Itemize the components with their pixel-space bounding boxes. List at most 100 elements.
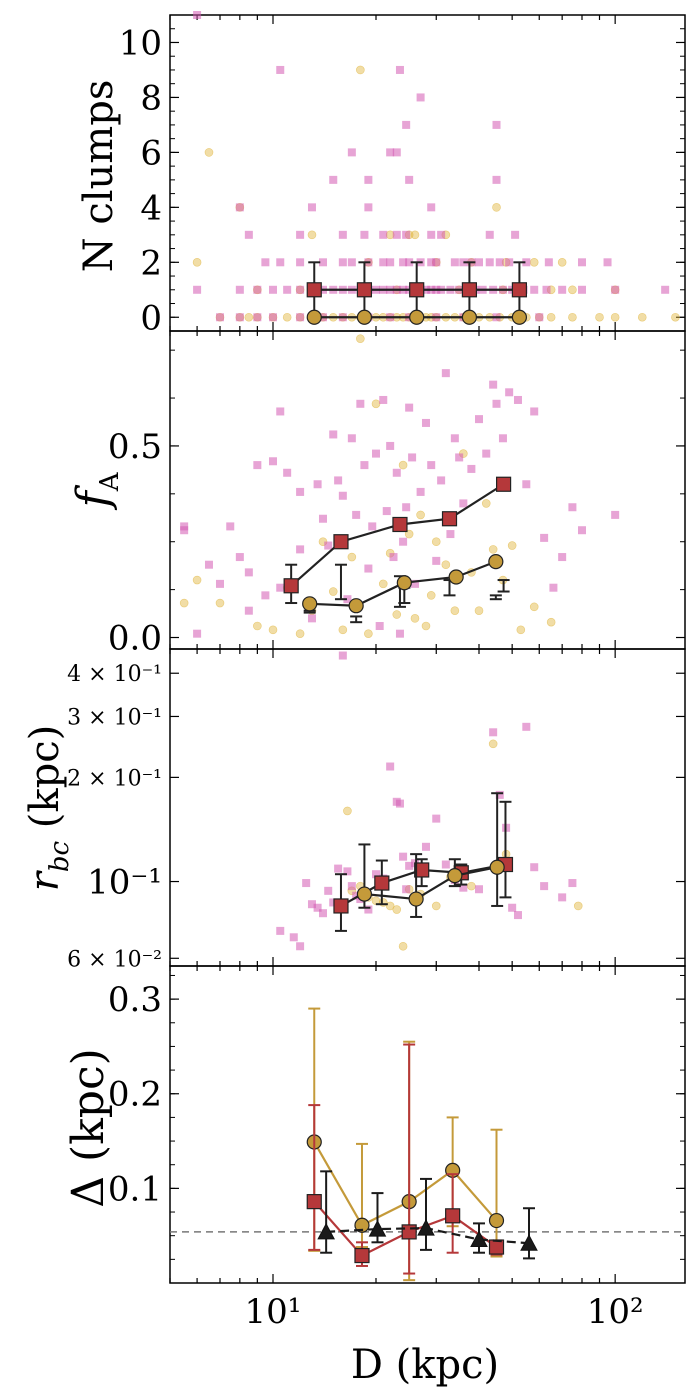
marker-circle [488, 554, 504, 570]
scatter-point-pink [296, 230, 305, 239]
marker-square [283, 578, 299, 594]
scatter-point-pink [568, 879, 577, 888]
marker-triangle [368, 1220, 387, 1237]
xlabel: D (kpc) [351, 1342, 499, 1388]
scatter-point-gold [364, 629, 373, 638]
scatter-point-pink [399, 537, 408, 546]
scatter-point-pink [296, 313, 305, 322]
scatter-point-pink [611, 285, 620, 294]
panel-frame [169, 14, 686, 332]
scatter-point-pink [364, 564, 373, 573]
ylabel-delta: Δ (kpc) [63, 1048, 114, 1208]
marker-square [333, 898, 349, 914]
marker-square [374, 875, 390, 891]
scatter-point-pink [364, 203, 373, 212]
scatter-point-pink [343, 867, 352, 876]
scatter-point-gold [595, 312, 604, 322]
scatter-point-pink [313, 903, 322, 912]
scatter-point-gold [398, 941, 408, 951]
scatter-point-pink [402, 503, 411, 512]
scatter-point-pink [338, 491, 347, 500]
scatter-point-gold [441, 560, 451, 570]
scatter-point-pink [498, 434, 507, 443]
marker-triangle [417, 1219, 435, 1236]
scatter-point-pink [522, 722, 531, 731]
scatter-point-pink [386, 441, 395, 450]
scatter-point-gold [474, 606, 484, 615]
marker-square [461, 282, 478, 298]
marker-square [414, 862, 430, 878]
scatter-point-gold [671, 312, 680, 322]
scatter-point-pink [338, 230, 347, 239]
scatter-point-pink [307, 614, 316, 623]
panel-delta: 0.1 0.2 0.3 10¹ 10² [108, 965, 686, 1332]
y-tick-label: 6 × 10⁻² [67, 947, 162, 972]
scatter-point-pink [542, 285, 551, 294]
ylabel-r-bc: rbc (kpc) [22, 725, 75, 892]
scatter-point-pink [495, 790, 504, 799]
scatter-point-pink [530, 285, 539, 294]
scatter-point-pink [450, 434, 459, 443]
series-line [364, 866, 498, 901]
marker-circle [396, 575, 412, 591]
scatter-point-pink [296, 258, 305, 267]
scatter-point-pink [485, 258, 494, 267]
scatter-point-pink [492, 120, 501, 129]
scatter-point-pink [549, 583, 558, 592]
scatter-point-pink [296, 942, 305, 951]
panel-frame [169, 965, 686, 1284]
scatter-point-pink [535, 313, 544, 322]
scatter-point-pink [347, 434, 356, 443]
scatter-point-pink [276, 65, 285, 74]
scatter-point-gold [546, 617, 556, 627]
scatter-point-pink [253, 313, 262, 322]
scatter-point-pink [489, 728, 498, 737]
y-tick-label: 4 [140, 188, 162, 228]
panel-f-a: 0.0 0.5 [108, 330, 686, 659]
scatter-point-gold [416, 510, 425, 520]
scatter-point-pink [318, 258, 327, 267]
scatter-point-pink [558, 893, 567, 902]
marker-circle [306, 309, 322, 325]
scatter-point-pink [505, 388, 514, 397]
scatter-point-pink [226, 522, 235, 531]
scatter-point-pink [235, 285, 244, 294]
scatter-point-pink [416, 93, 425, 102]
ylabel-n-clumps: N clumps [76, 80, 122, 273]
marker-square [354, 1247, 370, 1264]
scatter-point-gold [421, 621, 431, 631]
scatter-point-pink [661, 285, 670, 294]
panel-frame [169, 648, 686, 967]
scatter-point-pink [235, 313, 244, 322]
marker-circle [356, 886, 373, 902]
scatter-point-pink [244, 568, 253, 577]
scatter-point-pink [356, 399, 365, 408]
scatter-point-pink [289, 933, 298, 942]
scatter-point-pink [352, 510, 361, 519]
scatter-point-pink [386, 258, 395, 267]
scatter-point-pink [352, 891, 361, 900]
scatter-point-pink [437, 230, 446, 239]
scatter-point-pink [392, 468, 401, 477]
scatter-point-gold [546, 312, 556, 322]
scatter-point-pink [375, 622, 384, 631]
scatter-point-gold [192, 258, 202, 267]
marker-square [333, 534, 349, 550]
y-tick-label: 0.0 [108, 619, 162, 659]
marker-square [401, 1224, 417, 1240]
marker-circle [447, 868, 463, 884]
scatter-point-pink [530, 863, 539, 872]
marker-circle [489, 859, 505, 875]
scatter-point-pink [386, 762, 395, 771]
scatter-point-pink [522, 480, 531, 489]
scatter-point-gold [467, 881, 476, 891]
scatter-point-pink [329, 175, 338, 184]
scatter-point-gold [529, 602, 539, 612]
marker-circle [448, 569, 464, 585]
scatter-point-pink [432, 258, 441, 267]
scatter-point-gold [385, 901, 395, 911]
scatter-point-pink [395, 629, 404, 638]
scatter-point-pink [450, 258, 459, 267]
scatter-point-pink [372, 870, 380, 879]
scatter-point-gold [179, 598, 189, 608]
